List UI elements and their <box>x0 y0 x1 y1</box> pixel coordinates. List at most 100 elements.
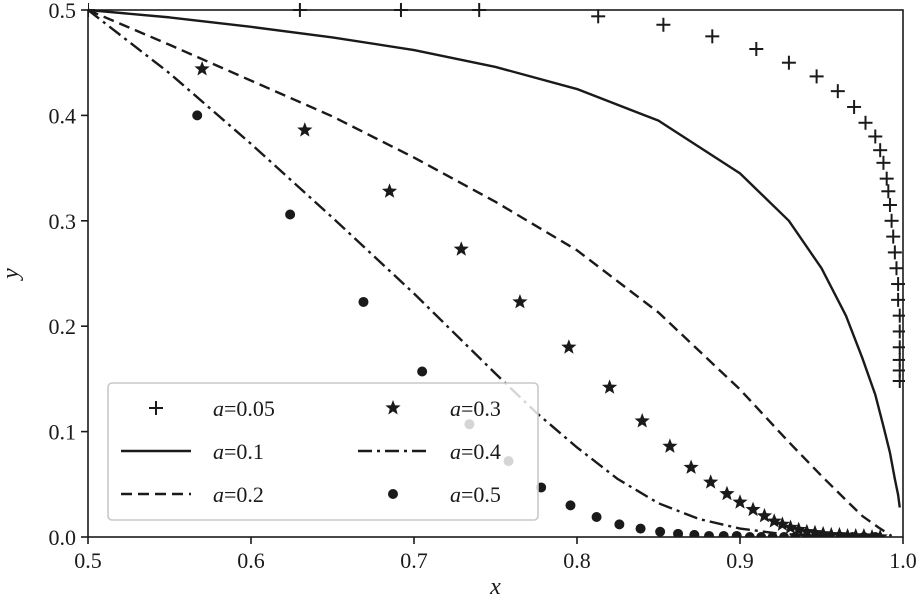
series-a-0-5-point <box>635 523 646 534</box>
legend-label: a=0.5 <box>450 482 501 507</box>
series-a-0-5-point <box>358 296 369 307</box>
legend-label: a=0.1 <box>213 439 264 464</box>
series-a-0-3-point <box>662 438 678 453</box>
series-a-0-2-line <box>88 8 893 537</box>
series-a-0-3-point <box>756 507 773 523</box>
legend-label: a=0.2 <box>213 482 264 507</box>
series-a-0-05-point <box>879 171 894 186</box>
series-a-0-3-point <box>601 379 618 394</box>
series-a-0-5-point <box>756 532 767 537</box>
legend-label: a=0.05 <box>213 396 275 421</box>
series-a-0-05-point <box>847 99 862 114</box>
series-a-0-05-point <box>886 229 901 244</box>
x-tick-label: 0.6 <box>237 548 265 573</box>
series-a-0-3-point <box>194 61 210 76</box>
series-a-0-5-point <box>767 532 778 537</box>
legend-entry: a=0.2 <box>121 482 264 507</box>
series-a-0-5-point <box>801 532 812 537</box>
series-a-0-5-point <box>847 532 858 537</box>
series-a-0-05-point <box>809 69 824 84</box>
series-group <box>88 3 905 537</box>
legend-handle <box>149 401 163 415</box>
legend-box <box>107 382 539 521</box>
legend-label: a=0.3 <box>450 396 501 421</box>
series-a-0-5-point <box>779 532 790 537</box>
series-a-0-05-point <box>873 143 888 158</box>
series-a-0-3-point <box>683 459 699 474</box>
series-a-0-5-point <box>689 529 700 537</box>
series-a-0-05-point <box>858 115 873 130</box>
legend-entry: a=0.3 <box>385 396 501 421</box>
legend-entry: a=0.5 <box>388 482 501 507</box>
x-tick-label: 0.5 <box>74 548 102 573</box>
series-a-0-3-point <box>745 501 761 517</box>
y-tick-label: 0.0 <box>49 525 77 550</box>
x-axis-title: x <box>489 574 501 600</box>
series-a-0-5-point <box>673 528 684 537</box>
y-axis-title: y <box>0 268 24 281</box>
series-a-0-05-point <box>892 308 905 323</box>
y-tick-label: 0.3 <box>49 209 77 234</box>
series-a-0-05-point <box>591 9 606 24</box>
y-tick-label: 0.5 <box>49 0 77 23</box>
series-a-0-5-point <box>718 530 729 537</box>
series-a-0-05-point <box>830 84 845 99</box>
x-tick-label: 0.8 <box>563 548 591 573</box>
series-a-0-05-point <box>887 245 902 260</box>
legend-entry: a=0.05 <box>149 396 275 421</box>
series-a-0-3-point <box>703 474 719 489</box>
series-a-0-05-point <box>749 41 764 56</box>
x-tick-label: 1.0 <box>889 548 917 573</box>
series-a-0-05-point <box>881 184 896 199</box>
x-tick-label: 0.7 <box>400 548 428 573</box>
legend-entry: a=0.4 <box>358 439 501 464</box>
legend-handle <box>388 489 398 499</box>
series-a-0-3-point <box>561 339 577 354</box>
series-a-0-5-point <box>591 511 602 522</box>
series-a-0-05-point <box>892 374 905 389</box>
series-a-0-5-point <box>614 519 625 530</box>
legend-label: a=0.4 <box>450 439 501 464</box>
series-a-0-3-point <box>791 521 807 537</box>
series-a-0-3-point <box>512 293 528 309</box>
y-tick-label: 0.2 <box>49 314 77 339</box>
series-a-0-3-point <box>297 122 313 137</box>
series-a-0-5-point <box>836 532 847 537</box>
y-tick-label: 0.1 <box>49 420 77 445</box>
series-a-0-3-point <box>766 513 782 528</box>
plot-frame <box>87 9 904 538</box>
series-a-0-3-point <box>807 524 823 537</box>
series-a-0-3-point <box>782 519 799 534</box>
series-a-0-3-point <box>634 413 650 428</box>
series-a-0-05-point <box>705 29 720 44</box>
series-a-0-05-point <box>656 17 671 32</box>
series-a-0-5-point <box>704 530 715 537</box>
series-a-0-1-line <box>88 8 901 508</box>
series-a-0-5-point <box>655 526 666 537</box>
legend: a=0.05 a=0.1 a=0.2 a=0.3 a=0.4 a=0.5 <box>107 382 539 521</box>
series-a-0-05-point <box>889 261 904 276</box>
series-a-0-5-point <box>731 530 742 537</box>
series-a-0-05-point <box>892 324 905 339</box>
series-a-0-05-point <box>876 155 891 170</box>
series-a-0-5-point <box>870 532 881 537</box>
legend-entry: a=0.1 <box>121 439 264 464</box>
series-a-0-3-point <box>719 485 735 501</box>
series-a-0-4-line <box>88 9 887 537</box>
series-a-0-3-point <box>732 494 748 509</box>
series-a-0-5-point <box>790 532 801 537</box>
series-a-0-5-point <box>417 366 428 377</box>
series-a-0-3-point <box>774 516 790 531</box>
series-a-0-5-point <box>285 209 296 220</box>
series-a-0-05-point <box>882 197 897 212</box>
series-a-0-05-point <box>868 129 883 144</box>
series-a-0-3-point <box>381 183 398 198</box>
legend-handle <box>385 400 401 415</box>
series-a-0-05-point <box>781 55 796 70</box>
series-a-0-5-point <box>858 532 869 537</box>
series-a-0-5-point <box>824 532 835 537</box>
series-a-0-5-point <box>565 500 576 511</box>
series-a-0-5-point <box>744 532 755 537</box>
